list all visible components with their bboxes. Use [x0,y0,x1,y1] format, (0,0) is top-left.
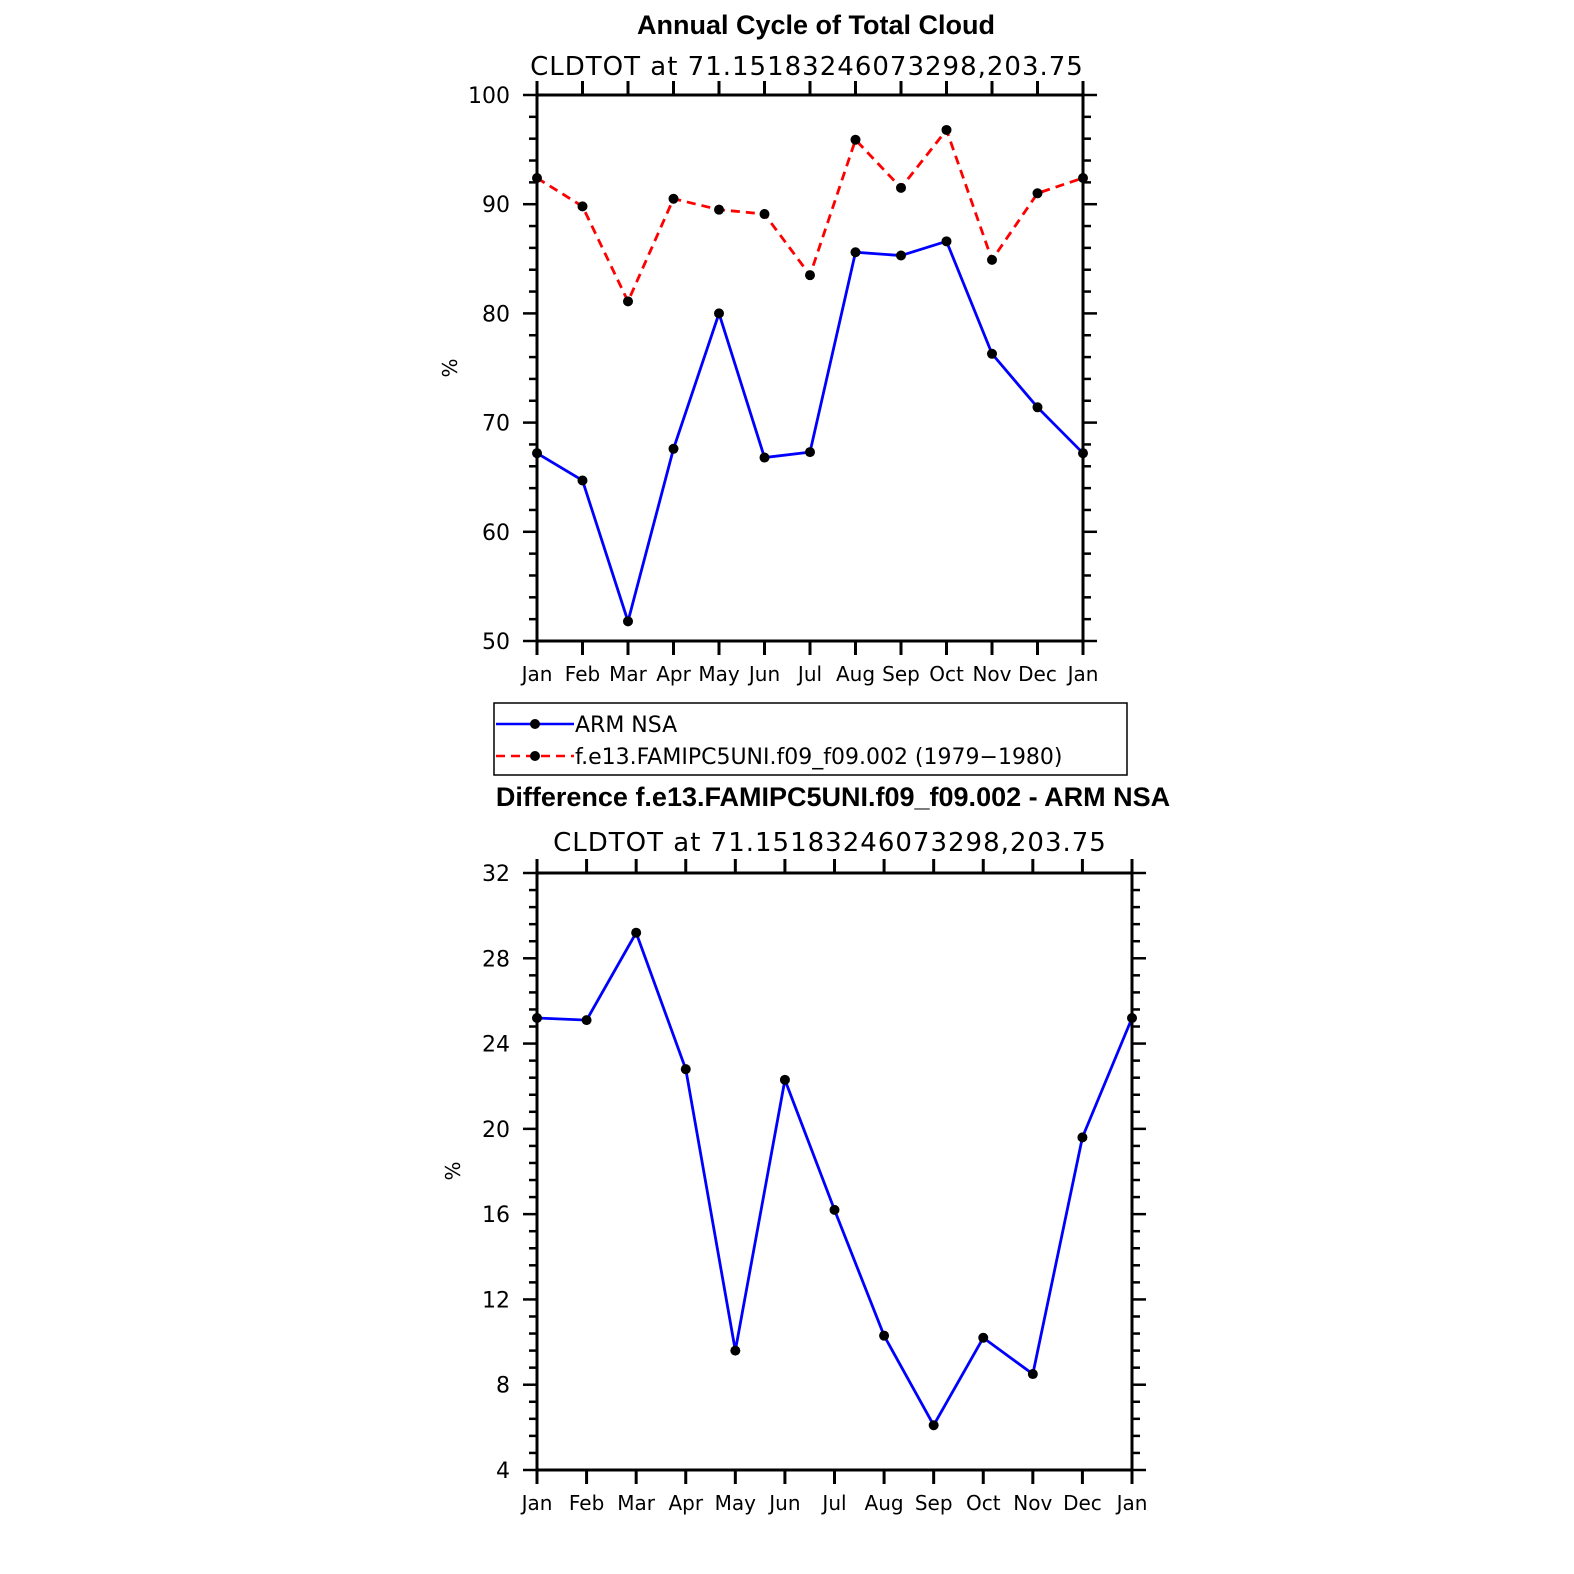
axis-ticks [523,81,1097,655]
data-point [850,134,861,145]
y-tick-label: 90 [482,193,510,218]
y-tick-label: 16 [482,1203,510,1228]
x-tick-label: Sep [882,662,920,686]
y-tick-label: 12 [482,1288,510,1313]
x-tick-label: Jan [520,662,553,686]
x-tick-label: Nov [972,662,1011,686]
data-point [714,204,724,215]
difference-chart: Difference f.e13.FAMIPC5UNI.f09_f09.002 … [441,782,1170,1515]
data-point [759,209,770,220]
data-point [759,452,770,463]
chart-subtitle: CLDTOT at 71.15183246073298,203.75 [530,52,1084,82]
x-tick-label: Aug [865,1491,904,1515]
y-tick-label: 8 [496,1374,510,1399]
data-point [631,927,642,938]
x-tick-label: Jan [520,1491,553,1515]
data-point [896,250,906,261]
data-point [987,348,997,359]
x-tick-label: Feb [565,662,600,686]
series-group [532,927,1137,1431]
x-tick-label: Apr [668,1491,703,1515]
data-point [1077,1132,1088,1143]
legend-label-arm-nsa: ARM NSA [575,713,677,738]
axis-ticks [523,859,1146,1484]
x-tick-label: Feb [569,1491,604,1515]
x-tick-label: Dec [1018,662,1057,686]
tick-labels: Jan Feb Mar Apr May Jun Jul Aug Sep Oct Nov Dec Jan 5… [468,84,1098,686]
chart-subtitle: CLDTOT at 71.15183246073298,203.75 [553,828,1107,858]
legend-label-model: f.e13.FAMIPC5UNI.f09_f09.002 (1979−1980) [575,745,1063,770]
x-tick-label: Oct [929,662,964,686]
y-tick-label: 32 [482,862,510,887]
data-point [668,193,679,204]
plot-frame [535,871,1134,1472]
x-tick-label: Mar [617,1491,656,1515]
x-tick-label: Oct [966,1491,1001,1515]
data-point [577,475,588,486]
x-tick-label: Apr [656,662,691,686]
data-point [730,1345,741,1356]
x-tick-label: Sep [915,1491,953,1515]
data-point [805,447,815,458]
data-point [829,1204,840,1215]
y-tick-label: 4 [496,1459,510,1484]
x-tick-label: Jul [796,662,822,686]
data-point [779,1074,790,1085]
tick-labels: Jan Feb Mar Apr May Jun Jul Aug Sep Oct Nov Dec Jan 4… [482,862,1147,1515]
y-tick-label: 60 [482,521,510,546]
x-tick-label: Dec [1063,1491,1102,1515]
x-tick-label: Jun [747,662,780,686]
data-point [879,1330,890,1341]
y-tick-label: 50 [482,630,510,655]
x-tick-label: Aug [836,662,875,686]
data-point [805,270,815,281]
data-point [941,236,952,247]
data-point [850,247,861,258]
series-line-0 [536,929,1134,1429]
annual-cycle-chart: Annual Cycle of Total Cloud CLDTOT at 71… [438,10,1098,686]
legend: ARM NSA f.e13.FAMIPC5UNI.f09_f09.002 (19… [493,702,1128,776]
data-point [623,296,633,307]
legend-box [493,702,1128,776]
y-axis-label: % [441,1161,465,1180]
data-point [581,1015,592,1026]
chart-title: Annual Cycle of Total Cloud [637,10,995,40]
y-tick-label: 80 [482,302,510,327]
y-tick-label: 24 [482,1033,510,1058]
x-tick-label: Nov [1013,1491,1052,1515]
x-tick-label: Jun [767,1491,800,1515]
chart-title: Difference f.e13.FAMIPC5UNI.f09_f09.002 … [496,782,1170,812]
y-tick-label: 70 [482,412,510,437]
data-point [928,1420,939,1431]
data-point [896,182,906,193]
legend-marker-model [530,751,540,761]
y-tick-label: 100 [468,84,510,109]
data-point [987,254,997,265]
x-tick-label: May [698,662,740,686]
data-point [680,1064,691,1075]
y-tick-label: 28 [482,947,510,972]
legend-marker-arm-nsa [530,719,540,729]
x-tick-label: Jan [1066,662,1099,686]
data-point [623,616,633,627]
series-group [532,124,1088,627]
series-line-0 [536,239,1084,627]
data-point [1027,1369,1038,1380]
x-tick-label: Jan [1115,1491,1148,1515]
y-axis-label: % [438,358,462,377]
data-point [941,124,952,135]
data-point [978,1332,989,1343]
x-tick-label: May [715,1491,757,1515]
y-tick-label: 20 [482,1118,510,1143]
plot-frame [535,93,1085,643]
data-point [1032,402,1043,413]
data-point [577,201,588,212]
data-point [1032,188,1043,199]
data-point [714,308,724,319]
data-point [668,443,679,454]
x-tick-label: Jul [820,1491,846,1515]
x-tick-label: Mar [609,662,648,686]
